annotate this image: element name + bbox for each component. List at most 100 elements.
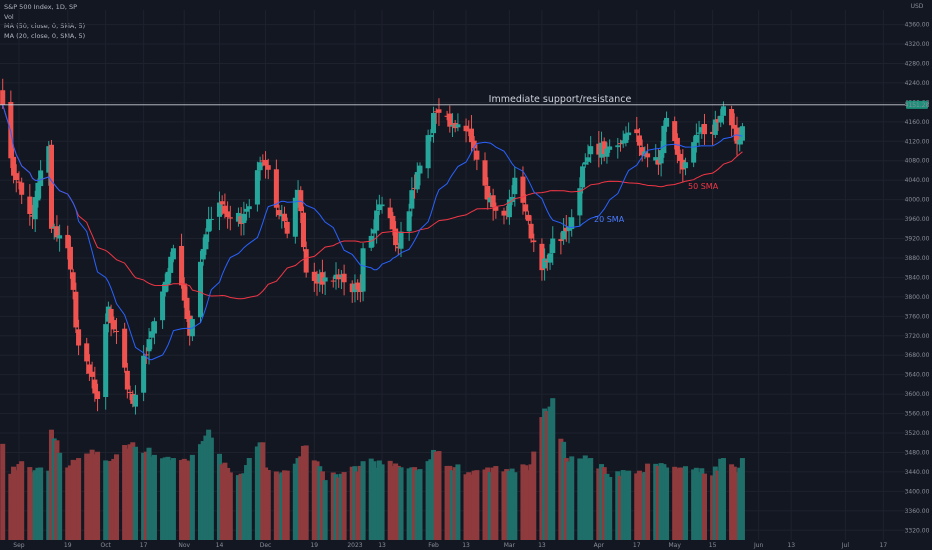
candle-body bbox=[108, 308, 114, 324]
volume-bar bbox=[225, 467, 231, 540]
volume-bar bbox=[197, 444, 204, 540]
y-tick-label: 3880.00 bbox=[905, 255, 930, 262]
volume-bar bbox=[729, 464, 735, 540]
volume-bar bbox=[615, 471, 621, 540]
candle-body bbox=[184, 297, 190, 319]
volume-bar bbox=[16, 464, 22, 540]
candle-body bbox=[219, 201, 225, 205]
legend-title: S&P 500 Index, 1D, SP bbox=[4, 3, 77, 11]
candle-body bbox=[718, 115, 724, 123]
volume-bar bbox=[683, 466, 689, 540]
volume-bar bbox=[468, 474, 474, 540]
volume-bar bbox=[29, 472, 36, 540]
volume-bar bbox=[374, 467, 380, 540]
volume-bar bbox=[674, 468, 680, 540]
price-axis[interactable]: 3320.00 3360.00 3400.00 3440.00 3480.00 3520.… bbox=[905, 22, 930, 535]
candle-body bbox=[132, 394, 138, 407]
candle-body bbox=[216, 202, 222, 217]
candle-body bbox=[582, 162, 588, 165]
volume-bar bbox=[620, 470, 626, 540]
volume-bar bbox=[447, 465, 453, 540]
candle-body bbox=[89, 371, 95, 377]
candle-body bbox=[433, 111, 439, 113]
volume-bar bbox=[645, 463, 651, 540]
y-tick-label: 3320.00 bbox=[905, 527, 930, 534]
candle-body bbox=[655, 159, 661, 165]
x-tick-label: 13 bbox=[462, 542, 470, 549]
candle-body bbox=[341, 273, 347, 283]
volume-bar bbox=[737, 467, 743, 540]
volume-bar bbox=[46, 470, 52, 540]
candle-body bbox=[336, 274, 342, 280]
candle-body bbox=[352, 283, 358, 293]
volume-bar bbox=[379, 464, 385, 540]
candle-body bbox=[425, 135, 431, 169]
candle-body bbox=[330, 280, 336, 282]
y-tick-label: 3640.00 bbox=[905, 372, 930, 379]
candle-body bbox=[203, 234, 209, 250]
volume-bar bbox=[414, 470, 420, 540]
volume-bar bbox=[523, 465, 529, 540]
volume-bar bbox=[617, 475, 624, 540]
candle-body bbox=[105, 306, 111, 322]
volume-bar bbox=[314, 461, 320, 540]
candle-body bbox=[428, 134, 434, 138]
volume-bar bbox=[398, 467, 404, 540]
candle-body bbox=[314, 279, 320, 284]
candle-body bbox=[390, 215, 396, 230]
volume-bar bbox=[487, 472, 493, 540]
candle-body bbox=[263, 159, 269, 166]
sma50-line bbox=[2, 104, 743, 300]
volume-bar bbox=[257, 442, 263, 540]
candle-body bbox=[246, 206, 252, 210]
y-tick-label: 4360.00 bbox=[905, 22, 930, 29]
candle-body bbox=[257, 162, 263, 171]
volume-bar bbox=[311, 460, 317, 540]
volume-bar bbox=[677, 467, 683, 540]
volume-bar bbox=[189, 454, 195, 540]
volume-bar bbox=[653, 463, 659, 540]
candle-body bbox=[349, 283, 355, 293]
candle-body bbox=[544, 260, 550, 262]
candle-body bbox=[677, 153, 683, 161]
candle-body bbox=[54, 226, 60, 238]
candle-body bbox=[146, 339, 152, 352]
candle-body bbox=[449, 124, 456, 127]
candle-body bbox=[528, 223, 534, 239]
candle-body bbox=[710, 131, 716, 134]
candle-body bbox=[170, 248, 176, 260]
volume-bar bbox=[203, 435, 209, 540]
y-tick-label: 3400.00 bbox=[905, 488, 930, 495]
x-tick-label: 2023 bbox=[347, 542, 362, 549]
volume-bar bbox=[208, 437, 214, 540]
volume-bar bbox=[8, 473, 14, 540]
candle-body bbox=[485, 186, 491, 200]
volume-bar bbox=[368, 458, 374, 540]
candle-body bbox=[720, 106, 726, 116]
volume-bar bbox=[409, 467, 415, 540]
x-tick-label: 13 bbox=[787, 542, 795, 549]
volume-bar bbox=[601, 467, 607, 540]
candle-body bbox=[181, 283, 187, 301]
y-tick-label: 4040.00 bbox=[905, 177, 930, 184]
candle-body bbox=[13, 173, 19, 181]
volume-bar bbox=[731, 466, 737, 540]
time-axis[interactable]: Sep 19 Oct 17 Nov 14 Dec 19 2023 13 Feb 13 Mar 13 Apr 1… bbox=[13, 542, 887, 549]
volume-bar bbox=[265, 470, 271, 540]
volume-bar bbox=[168, 460, 174, 540]
volume-bar bbox=[636, 470, 642, 540]
candle-body bbox=[550, 238, 556, 254]
volume-bar bbox=[57, 452, 63, 540]
volume-bar bbox=[146, 447, 152, 540]
volume-bar bbox=[330, 472, 336, 540]
candle-body bbox=[734, 127, 740, 144]
x-tick-label: Apr bbox=[594, 542, 605, 549]
volume-bar bbox=[452, 467, 458, 540]
volume-bar bbox=[371, 461, 377, 540]
candle-body bbox=[661, 125, 667, 154]
volume-bar bbox=[623, 471, 629, 540]
price-badge-label: 4151.28 bbox=[905, 102, 930, 109]
candle-body bbox=[561, 230, 567, 240]
candle-body bbox=[273, 169, 279, 208]
